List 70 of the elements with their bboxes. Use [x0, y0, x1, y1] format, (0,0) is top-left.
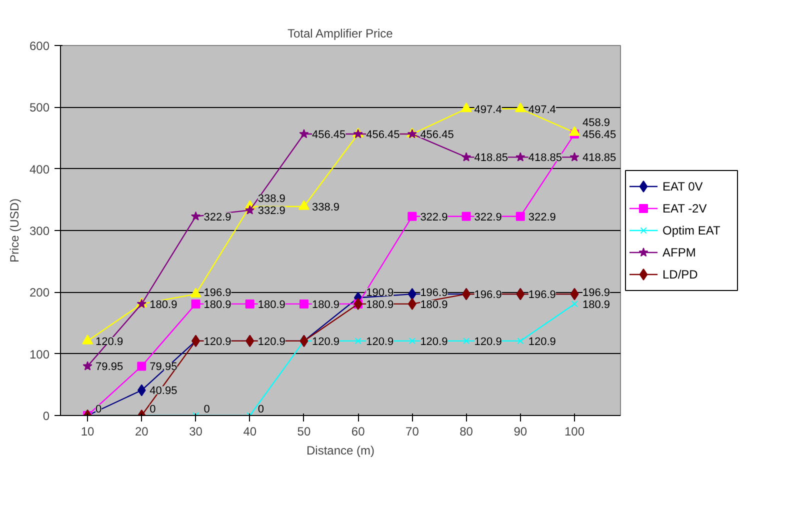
data-label: 418.85: [582, 152, 616, 164]
data-label: 120.9: [420, 336, 448, 348]
y-tick-label: 500: [29, 100, 50, 115]
data-label: 458.9: [582, 117, 610, 130]
data-label: 196.9: [582, 286, 610, 299]
x-axis-title: Distance (m): [306, 444, 375, 458]
chart-title: Total Amplifier Price: [287, 26, 394, 40]
x-tick-label: 50: [297, 424, 311, 438]
data-label: 0: [96, 404, 102, 416]
data-label: 338.9: [258, 193, 286, 206]
data-label: 497.4: [528, 104, 556, 116]
data-label: 456.45: [366, 129, 400, 142]
y-axis-title: Price (USD): [7, 198, 22, 262]
x-tick-label: 10: [80, 424, 95, 438]
legend-label: LD/PD: [662, 268, 698, 282]
data-label: 180.9: [420, 298, 448, 311]
data-label: 120.9: [204, 336, 232, 348]
legend-label: Optim EAT: [662, 224, 721, 238]
data-label: 120.9: [96, 336, 124, 348]
data-label: 322.9: [420, 211, 448, 224]
data-label: 456.45: [312, 129, 346, 142]
data-label: 79.95: [150, 361, 178, 374]
data-label: 180.9: [258, 298, 286, 311]
data-label: 180.9: [366, 298, 394, 311]
data-label: 418.85: [528, 152, 562, 164]
data-label: 497.4: [474, 104, 502, 116]
data-label: 180.9: [582, 298, 610, 311]
data-label: 338.9: [312, 202, 340, 214]
y-tick-label: 200: [29, 286, 50, 300]
x-tick-label: 60: [351, 424, 366, 438]
data-label: 180.9: [150, 298, 178, 311]
data-label: 456.45: [582, 129, 616, 142]
legend-label: AFPM: [662, 246, 696, 260]
data-label: 196.9: [474, 289, 502, 302]
data-label: 120.9: [474, 336, 502, 348]
x-tick-label: 20: [134, 424, 149, 438]
data-label: 79.95: [96, 361, 124, 374]
data-label: 196.9: [420, 286, 448, 299]
data-label: 322.9: [204, 211, 232, 224]
data-label: 190.9: [366, 286, 394, 299]
data-label: 0: [258, 404, 264, 416]
x-tick-label: 100: [564, 424, 585, 438]
data-label: 120.9: [312, 336, 340, 348]
x-tick-label: 40: [243, 424, 257, 438]
data-label: 322.9: [474, 211, 502, 224]
legend-label: EAT -2V: [662, 202, 707, 216]
data-label: 0: [204, 404, 210, 416]
y-tick-label: 0: [42, 409, 50, 423]
data-label: 196.9: [204, 286, 232, 299]
data-label: 120.9: [528, 336, 556, 348]
data-label: 0: [150, 404, 156, 416]
data-label: 120.9: [366, 336, 394, 348]
data-label: 456.45: [420, 129, 454, 142]
x-tick-label: 30: [189, 424, 203, 438]
y-tick-label: 600: [29, 39, 50, 53]
data-label: 120.9: [258, 336, 286, 348]
data-label: 40.95: [150, 385, 178, 398]
x-tick-label: 70: [406, 424, 420, 438]
data-label: 180.9: [312, 298, 340, 311]
data-label: 180.9: [204, 298, 232, 311]
x-tick-label: 80: [460, 424, 474, 438]
legend-label: EAT 0V: [662, 180, 703, 194]
data-label: 418.85: [474, 152, 508, 164]
data-label: 322.9: [528, 211, 556, 224]
data-label: 332.9: [258, 205, 286, 218]
y-tick-label: 100: [29, 347, 50, 362]
y-tick-label: 400: [29, 162, 50, 176]
y-tick-label: 300: [29, 224, 50, 238]
x-tick-label: 90: [514, 424, 528, 438]
data-label: 196.9: [528, 289, 556, 302]
